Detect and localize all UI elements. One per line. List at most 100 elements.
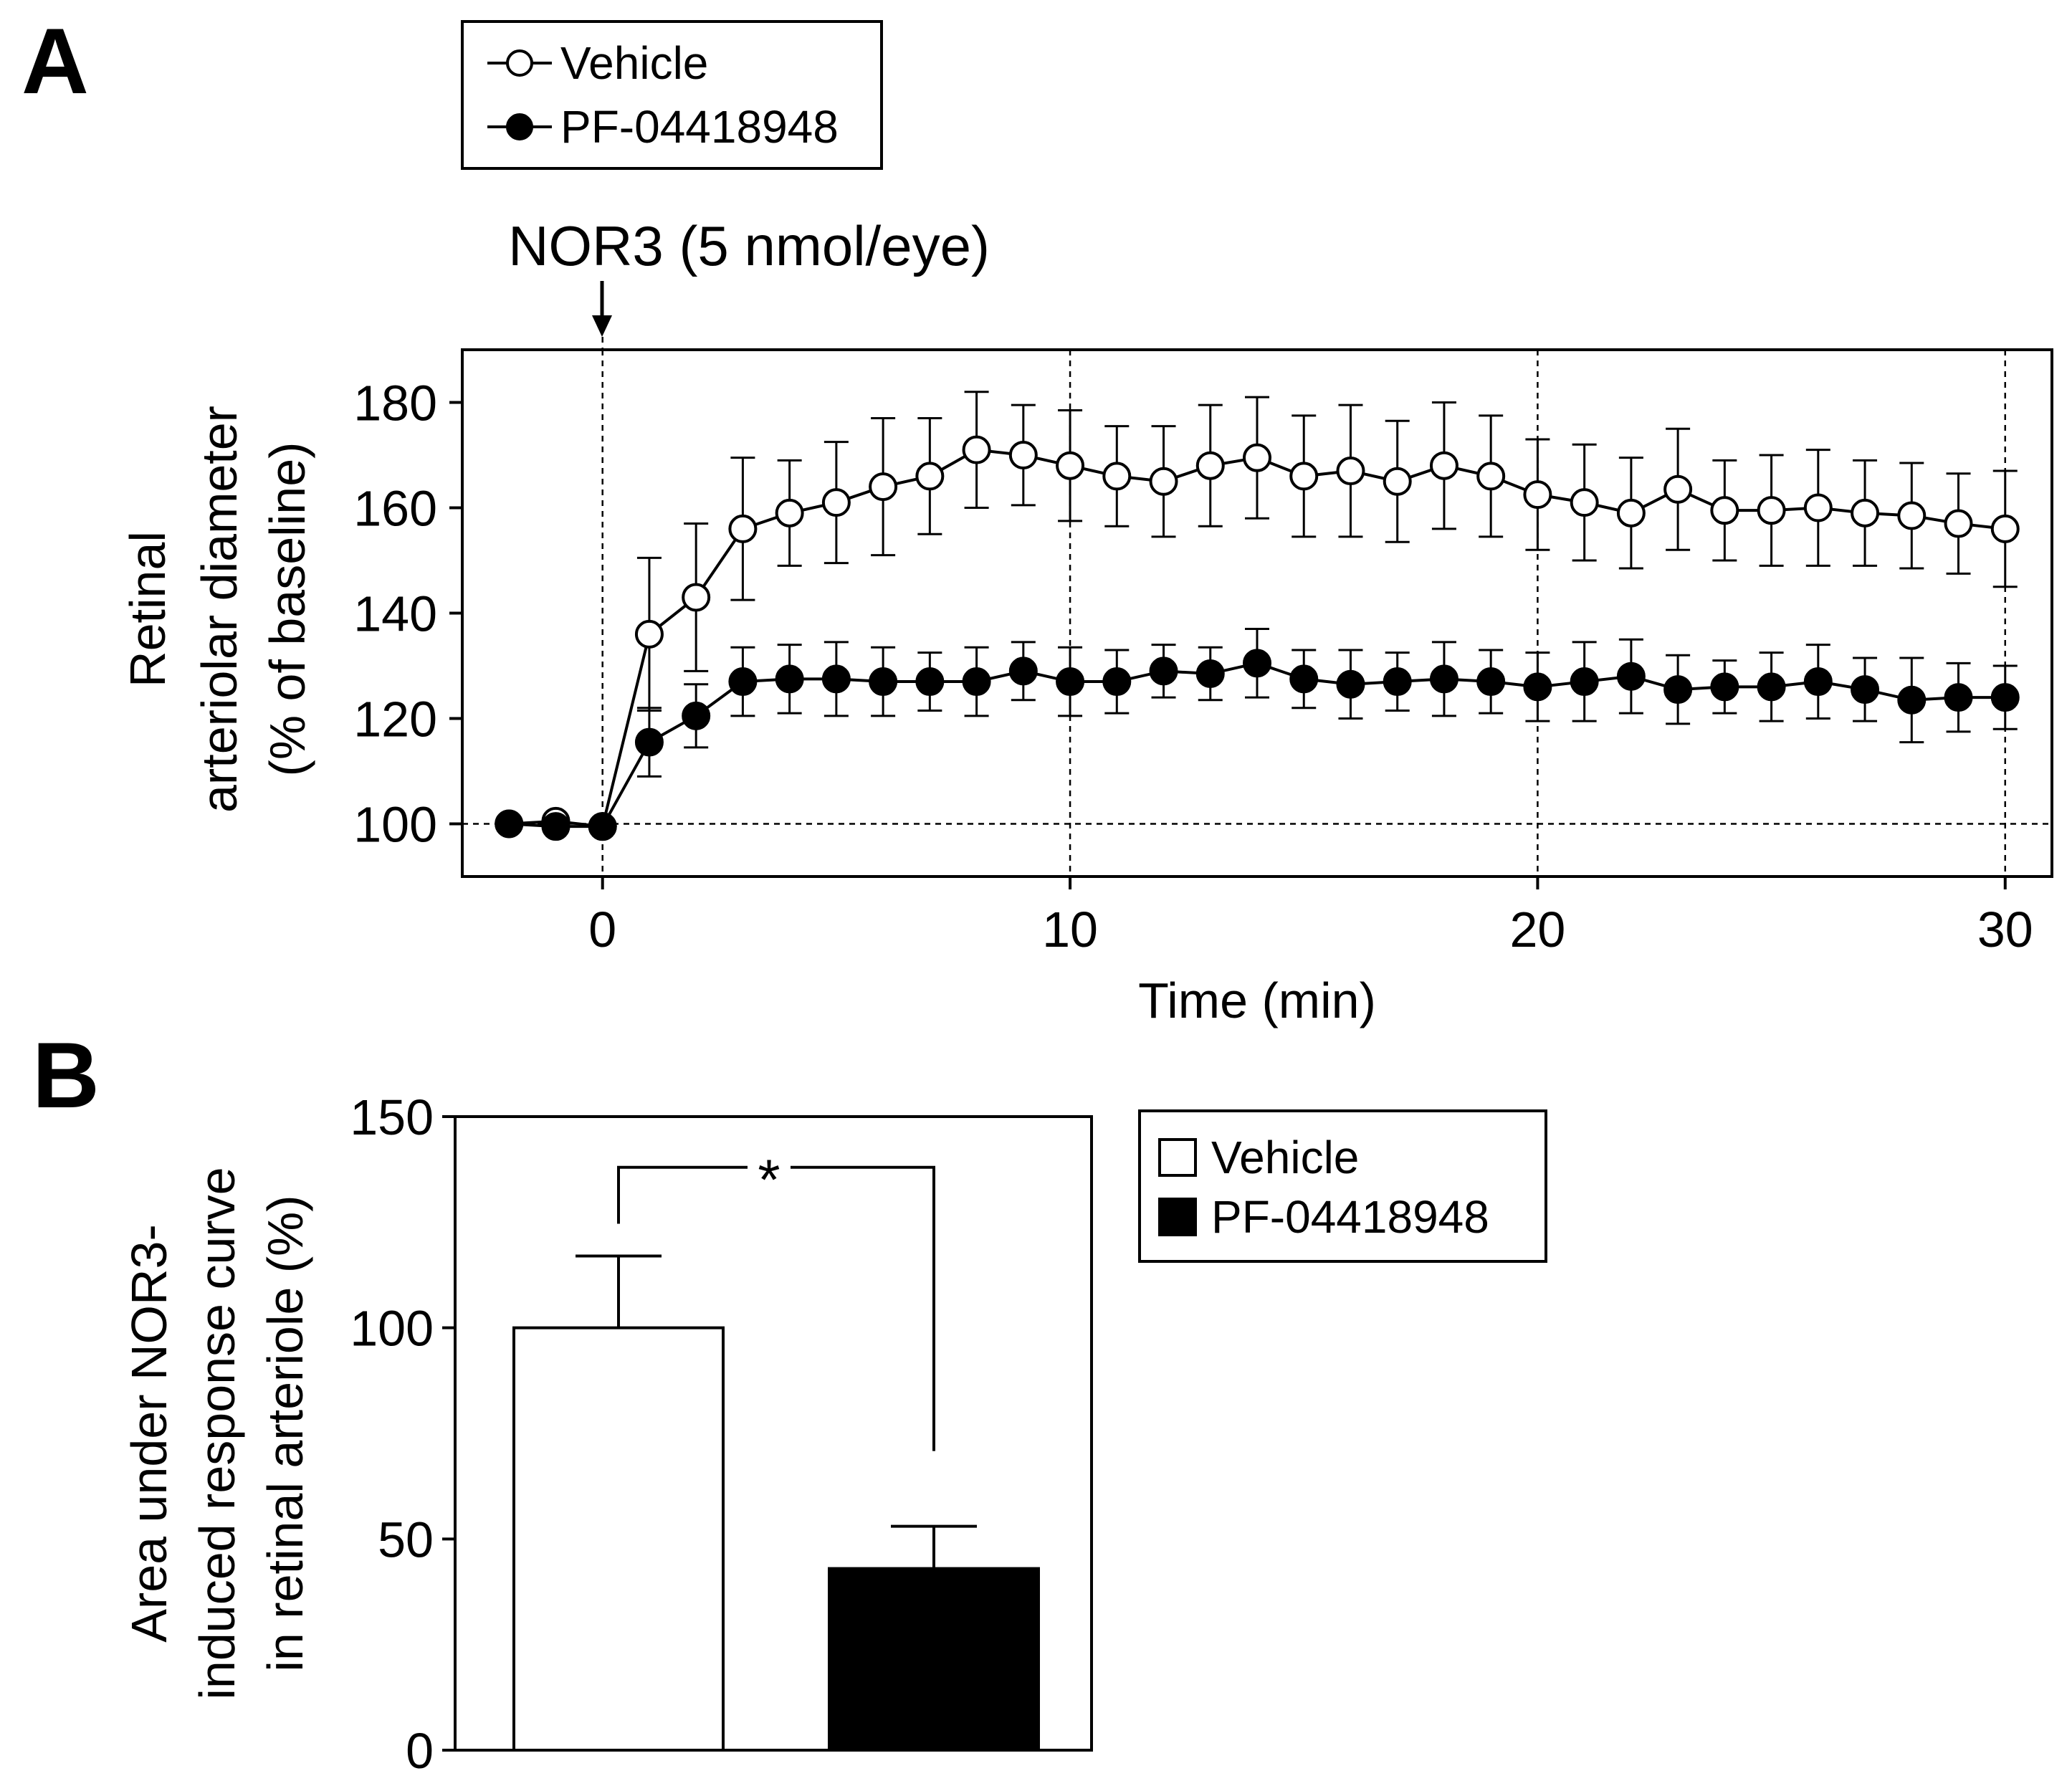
panel-b-label: B: [32, 1023, 100, 1127]
point-pf-27: [1757, 672, 1786, 702]
significance-asterisk: *: [758, 1148, 780, 1212]
point-pf-18: [1336, 669, 1365, 699]
legend-a: Vehicle PF-04418948: [461, 20, 883, 170]
point-pf-23: [1570, 667, 1599, 697]
point-vehicle-21: [1476, 462, 1506, 491]
legend-b-pf-label: PF-04418948: [1211, 1191, 1489, 1243]
point-vehicle-12: [1056, 451, 1085, 480]
legend-a-pf-marker: [506, 113, 533, 140]
point-pf-19: [1383, 667, 1412, 697]
point-vehicle-18: [1336, 457, 1365, 486]
point-pf-9: [915, 667, 945, 697]
y-axis-title-a-line1: Retinal: [120, 531, 176, 687]
point-pf-20: [1429, 664, 1458, 694]
point-pf-13: [1102, 667, 1132, 697]
point-vehicle-4: [682, 583, 711, 612]
panel-b: B 0 50 100 150 * Vehicle PF-04418948 Area u…: [32, 1023, 1547, 1779]
y-tick-label-a-180: 180: [353, 376, 437, 431]
y-axis-title-b-line2: induced response curve: [189, 1167, 245, 1699]
panel-a-label: A: [22, 9, 89, 113]
bar-vehicle: [512, 1326, 725, 1752]
legend-a-pf-label: PF-04418948: [560, 101, 839, 153]
point-pf-22: [1523, 672, 1552, 702]
point-vehicle-3: [634, 619, 664, 649]
point-pf-26: [1710, 672, 1739, 702]
point-pf-12: [1056, 667, 1085, 697]
point-vehicle-28: [1803, 493, 1833, 522]
point-vehicle-8: [869, 472, 898, 502]
significance-gap: [748, 1152, 791, 1182]
x-tick-label-a-20: 20: [1509, 902, 1565, 958]
point-vehicle-29: [1851, 498, 1880, 527]
plot-b-bars: [512, 1254, 1040, 1752]
point-pf-5: [728, 667, 758, 697]
point-vehicle-9: [915, 462, 945, 491]
series-vehicle: [495, 391, 2020, 841]
nor3-arrow-icon: [592, 281, 612, 337]
point-vehicle-10: [962, 435, 991, 464]
plot-b-ticks: 0 50 100 150: [350, 1089, 455, 1779]
significance-bracket: [617, 1152, 935, 1451]
series-pf: [495, 628, 2020, 841]
point-vehicle-19: [1383, 467, 1412, 496]
point-vehicle-11: [1008, 441, 1038, 469]
legend-a-box: [461, 20, 883, 170]
panel-a: A Vehicle PF-04418948 NOR3 (5 nmol/eye) …: [22, 9, 2053, 1028]
point-pf-8: [869, 667, 898, 697]
y-tick-label-b-150: 150: [350, 1089, 434, 1145]
x-tick-label-a-30: 30: [1977, 902, 2033, 958]
point-vehicle-16: [1243, 443, 1271, 472]
point-pf-3: [634, 727, 664, 757]
point-pf-32: [1990, 683, 2020, 712]
x-tick-label-a-10: 10: [1042, 902, 1098, 958]
point-vehicle-14: [1149, 467, 1178, 496]
point-vehicle-30: [1897, 501, 1927, 530]
legend-b: Vehicle PF-04418948: [1138, 1109, 1547, 1263]
point-pf-28: [1803, 667, 1833, 697]
point-vehicle-13: [1102, 462, 1132, 491]
x-axis-title-a: Time (min): [1138, 973, 1376, 1028]
y-tick-label-b-100: 100: [350, 1301, 434, 1357]
y-axis-title-b-line3: in retinal arteriole (%): [257, 1195, 313, 1671]
legend-b-vehicle-label: Vehicle: [1211, 1132, 1359, 1183]
point-vehicle-15: [1195, 451, 1225, 480]
point-pf-30: [1897, 685, 1927, 715]
point-pf-11: [1008, 656, 1038, 686]
point-vehicle-23: [1570, 488, 1599, 517]
point-pf-31: [1944, 683, 1973, 712]
y-axis-title-a-line3: (% of baseline): [259, 442, 315, 777]
point-pf-0: [495, 809, 524, 839]
point-vehicle-32: [1990, 514, 2020, 543]
point-vehicle-24: [1616, 498, 1646, 527]
legend-b-vehicle-swatch: [1158, 1138, 1197, 1177]
y-tick-label-a-100: 100: [353, 797, 437, 853]
point-pf-14: [1149, 656, 1178, 686]
point-vehicle-7: [821, 488, 851, 517]
point-pf-21: [1476, 667, 1506, 697]
point-vehicle-31: [1944, 509, 1973, 538]
point-pf-7: [821, 664, 851, 694]
y-axis-title-a-line2: arteriolar diameter: [191, 406, 247, 813]
legend-a-vehicle-marker: [506, 49, 533, 77]
point-pf-25: [1663, 675, 1693, 705]
point-pf-24: [1616, 662, 1646, 691]
y-tick-label-a-140: 140: [353, 586, 437, 642]
point-pf-17: [1289, 664, 1319, 694]
point-vehicle-26: [1710, 496, 1739, 525]
point-pf-15: [1195, 659, 1225, 689]
legend-b-pf-swatch: [1158, 1198, 1197, 1236]
y-tick-label-b-50: 50: [378, 1512, 434, 1567]
point-pf-16: [1243, 649, 1271, 678]
y-tick-label-b-0: 0: [406, 1723, 434, 1779]
plot-a-series: [495, 391, 2020, 841]
bar-pf: [828, 1567, 1040, 1752]
point-pf-4: [682, 701, 711, 730]
legend-a-vehicle-label: Vehicle: [560, 37, 708, 89]
point-pf-6: [775, 664, 804, 694]
point-pf-29: [1851, 675, 1880, 705]
plot-a-ticks: 0 10 20 30 100 120 140 160 180: [353, 376, 2033, 958]
point-vehicle-22: [1523, 480, 1552, 510]
point-vehicle-5: [728, 514, 758, 543]
y-axis-title-b-line1: Area under NOR3-: [121, 1224, 177, 1643]
